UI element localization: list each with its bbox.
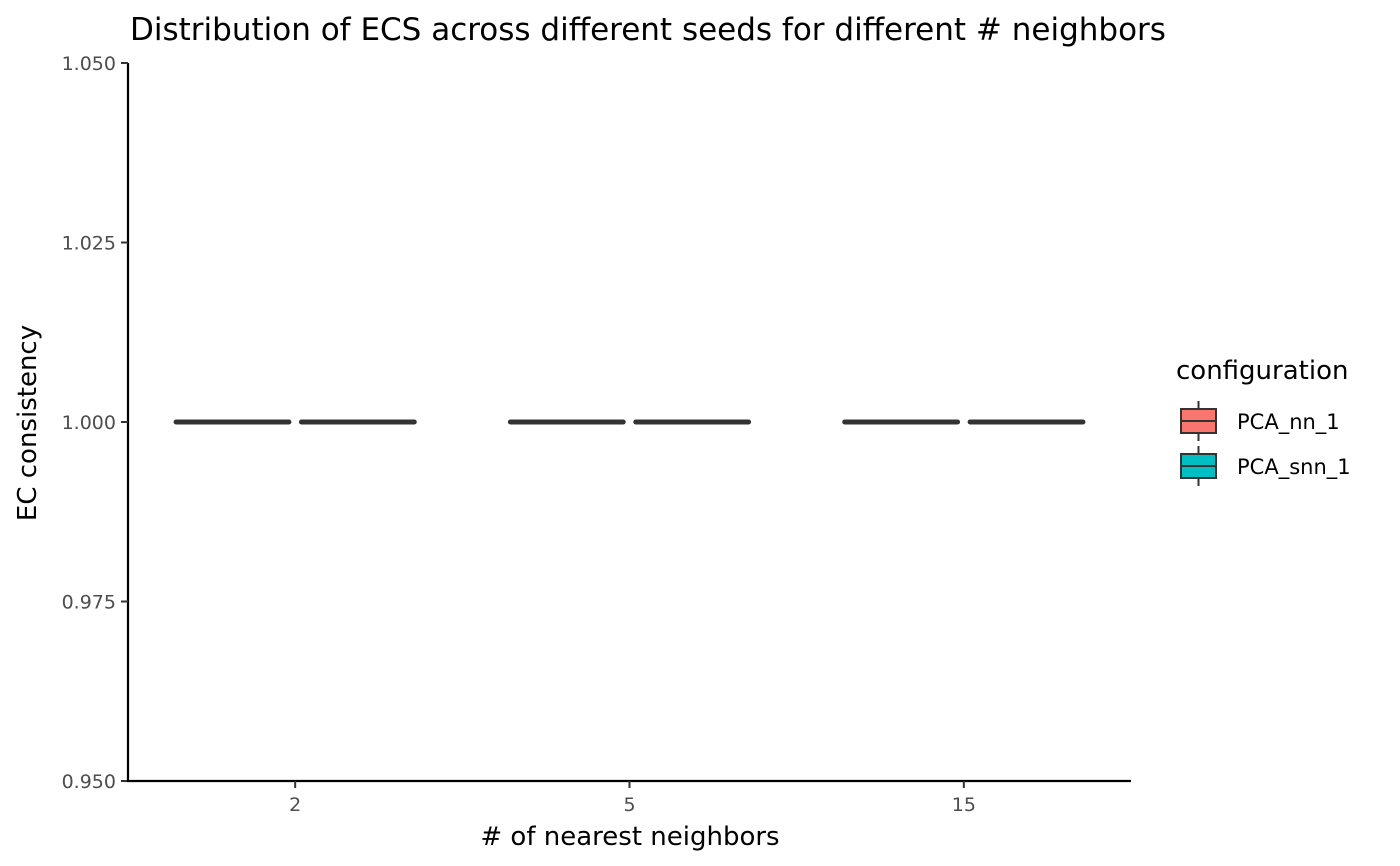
y-tick-label: 0.975 (62, 592, 116, 614)
legend-label: PCA_snn_1 (1237, 455, 1351, 480)
legend: configuration PCA_nn_1 PCA_snn_1 (1176, 356, 1351, 486)
y-axis: 0.950 0.975 1.000 1.025 1.050 (62, 53, 130, 793)
legend-item: PCA_snn_1 (1180, 446, 1351, 486)
y-tick-label: 1.025 (62, 233, 116, 255)
y-tick-label: 0.950 (62, 771, 116, 793)
y-tick-label: 1.050 (62, 53, 116, 75)
chart-title: Distribution of ECS across different see… (130, 12, 1166, 48)
y-tick-label: 1.000 (62, 412, 116, 434)
x-tick-label: 5 (623, 794, 635, 816)
x-axis: 2 5 15 (127, 779, 1131, 816)
legend-item: PCA_nn_1 (1180, 401, 1340, 441)
x-tick-label: 2 (289, 794, 301, 816)
y-axis-title: EC consistency (13, 325, 43, 521)
x-axis-title: # of nearest neighbors (480, 822, 779, 852)
legend-title: configuration (1176, 356, 1348, 386)
x-tick-label: 15 (952, 794, 976, 816)
legend-label: PCA_nn_1 (1237, 410, 1340, 435)
